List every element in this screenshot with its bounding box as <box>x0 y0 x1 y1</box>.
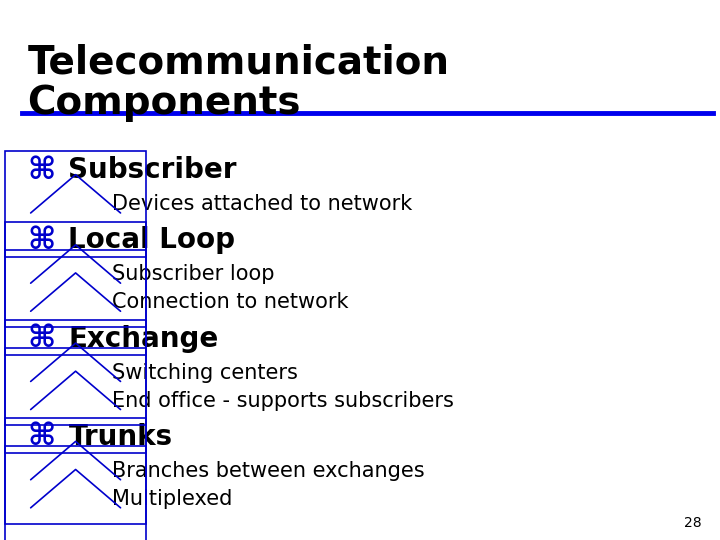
Bar <box>6 249 145 355</box>
Bar <box>6 152 145 257</box>
Text: End office - supports subscribers: End office - supports subscribers <box>112 390 454 411</box>
Text: Telecommunication: Telecommunication <box>27 43 449 81</box>
Bar <box>6 348 145 453</box>
Text: Exchange: Exchange <box>68 325 219 353</box>
Text: Local Loop: Local Loop <box>68 226 235 254</box>
Bar <box>6 221 145 327</box>
Text: ⌘: ⌘ <box>27 324 55 353</box>
Text: Components: Components <box>27 84 301 122</box>
Text: Branches between exchanges: Branches between exchanges <box>112 461 424 481</box>
Bar <box>6 320 145 426</box>
Text: Devices attached to network: Devices attached to network <box>112 194 412 214</box>
Text: Trunks: Trunks <box>68 423 173 451</box>
Text: ⌘: ⌘ <box>27 226 55 255</box>
Bar <box>6 446 145 540</box>
Text: Switching centers: Switching centers <box>112 362 297 383</box>
Text: 28: 28 <box>685 516 702 530</box>
Text: Multiplexed: Multiplexed <box>112 489 232 509</box>
Text: Subscriber loop: Subscriber loop <box>112 264 274 285</box>
Bar <box>6 418 145 524</box>
Text: Subscriber: Subscriber <box>68 156 237 184</box>
Text: Connection to network: Connection to network <box>112 292 348 313</box>
Text: ⌘: ⌘ <box>27 422 55 451</box>
Text: ⌘: ⌘ <box>27 156 55 185</box>
